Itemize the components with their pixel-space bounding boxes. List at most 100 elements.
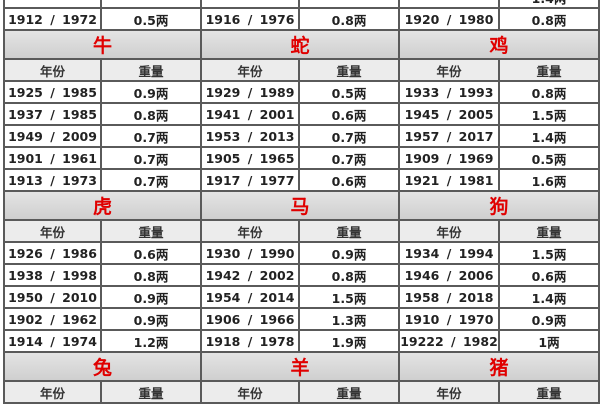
weight-header: 重量 (298, 58, 400, 82)
year-cell: 1934 / 1994 (398, 241, 500, 265)
year-cell: 1926 / 1986 (3, 241, 102, 265)
zodiac-name: 牛 (3, 29, 202, 60)
weight-cell: 0.9两 (298, 241, 400, 265)
weight-cell: 1.9两 (298, 329, 400, 353)
year-cell: 1950 / 2010 (3, 285, 102, 309)
weight-cell: 1.5两 (498, 102, 600, 126)
year-header: 年份 (398, 219, 500, 243)
year-header: 年份 (200, 219, 300, 243)
weight-cell: 1.6两 (498, 168, 600, 192)
weight-cell: 0.7两 (298, 146, 400, 170)
year-cell: 1917 / 1977 (200, 168, 300, 192)
zodiac-header-row: 虎马狗 (3, 190, 600, 221)
weight-cell: 0.7两 (298, 124, 400, 148)
zodiac-name: 猪 (398, 351, 600, 382)
table-cell (398, 0, 500, 9)
weight-cell: 1.5两 (298, 285, 400, 309)
year-header: 年份 (398, 58, 500, 82)
year-cell: 1937 / 1985 (3, 102, 102, 126)
weight-cell: 0.5两 (100, 7, 202, 31)
weight-header: 重量 (100, 219, 202, 243)
weight-cell: 1两 (498, 329, 600, 353)
year-cell: 1941 / 2001 (200, 102, 300, 126)
year-cell: 1925 / 1985 (3, 80, 102, 104)
table-row: 1901 / 1961 0.7两 1905 / 1965 0.7两 1909 / 196… (3, 146, 600, 170)
weight-cell: 0.6两 (298, 102, 400, 126)
table-row: 1938 / 1998 0.8两 1942 / 2002 0.8两 1946 / 200… (3, 263, 600, 287)
table-row: 1937 / 1985 0.8两 1941 / 2001 0.6两 1945 / 200… (3, 102, 600, 126)
year-cell: 1933 / 1993 (398, 80, 500, 104)
weight-cell: 0.9两 (498, 307, 600, 331)
weight-cell: 0.6两 (100, 241, 202, 265)
weight-cell: 1.4两 (498, 285, 600, 309)
year-cell: 1942 / 2002 (200, 263, 300, 287)
zodiac-name: 马 (200, 190, 400, 221)
weight-cell: 0.5两 (498, 146, 600, 170)
year-cell: 1945 / 2005 (398, 102, 500, 126)
table-cell (200, 0, 300, 9)
weight-cell: 1.3两 (298, 307, 400, 331)
weight-cell: 0.7两 (100, 146, 202, 170)
table-row: 1926 / 1986 0.6两 1930 / 1990 0.9两 1934 / 199… (3, 241, 600, 265)
weight-cell: 0.9两 (100, 307, 202, 331)
year-cell: 1913 / 1973 (3, 168, 102, 192)
zodiac-name: 蛇 (200, 29, 400, 60)
year-cell: 1953 / 2013 (200, 124, 300, 148)
year-cell: 1916 / 1976 (200, 7, 300, 31)
weight-header: 重量 (298, 219, 400, 243)
weight-cell: 0.5两 (298, 80, 400, 104)
table-row: 1914 / 1974 1.2两 1918 / 1978 1.9两 19222 / 19… (3, 329, 600, 353)
year-cell: 1930 / 1990 (200, 241, 300, 265)
zodiac-name: 羊 (200, 351, 400, 382)
weight-cell: 0.6两 (298, 168, 400, 192)
table-row: 1912 / 1972 0.5两 1916 / 1976 0.8两 1920 / 198… (3, 7, 600, 31)
weight-cell: 0.8两 (100, 102, 202, 126)
table-row: 1949 / 2009 0.7两 1953 / 2013 0.7两 1957 / 201… (3, 124, 600, 148)
year-cell: 1912 / 1972 (3, 7, 102, 31)
year-cell: 1909 / 1969 (398, 146, 500, 170)
weight-header: 重量 (498, 219, 600, 243)
zodiac-header-row: 兔羊猪 (3, 351, 600, 382)
weight-cell: 0.8两 (498, 80, 600, 104)
year-cell: 1914 / 1974 (3, 329, 102, 353)
year-cell: 1921 / 1981 (398, 168, 500, 192)
zodiac-name: 狗 (398, 190, 600, 221)
year-cell: 1958 / 2018 (398, 285, 500, 309)
year-cell: 1902 / 1962 (3, 307, 102, 331)
year-header: 年份 (200, 58, 300, 82)
year-header: 年份 (3, 58, 102, 82)
year-cell: 1901 / 1961 (3, 146, 102, 170)
weight-cell: 0.7两 (100, 124, 202, 148)
table-row: 1913 / 1973 0.7两 1917 / 1977 0.6两 1921 / 198… (3, 168, 600, 192)
year-cell: 1954 / 2014 (200, 285, 300, 309)
table-cell (3, 0, 102, 9)
weight-cell: 0.9两 (100, 80, 202, 104)
year-cell: 1946 / 2006 (398, 263, 500, 287)
weight-cell: 0.8两 (100, 263, 202, 287)
weight-cell: 0.8两 (498, 7, 600, 31)
year-cell: 1949 / 2009 (3, 124, 102, 148)
year-cell: 19222 / 1982 (398, 329, 500, 353)
zodiac-name: 兔 (3, 351, 202, 382)
weight-cell: 0.7两 (100, 168, 202, 192)
year-cell: 1938 / 1998 (3, 263, 102, 287)
weight-cell: 0.8两 (298, 7, 400, 31)
table-cell (298, 0, 400, 9)
year-cell: 1905 / 1965 (200, 146, 300, 170)
year-cell: 1957 / 2017 (398, 124, 500, 148)
zodiac-name: 虎 (3, 190, 202, 221)
table-row-partial: 1.4两 (3, 0, 600, 9)
column-header-row: 年份 重量 年份 重量 年份 重量 (3, 219, 600, 243)
weight-cell: 1.4两 (498, 124, 600, 148)
year-cell: 1918 / 1978 (200, 329, 300, 353)
zodiac-name: 鸡 (398, 29, 600, 60)
weight-cell: 1.2两 (100, 329, 202, 353)
year-cell: 1929 / 1989 (200, 80, 300, 104)
year-header: 年份 (3, 219, 102, 243)
weight-header: 重量 (100, 58, 202, 82)
weight-header: 重量 (498, 58, 600, 82)
year-cell: 1906 / 1966 (200, 307, 300, 331)
table-row: 1925 / 1985 0.9两 1929 / 1989 0.5两 1933 / 199… (3, 80, 600, 104)
column-header-row: 年份 重量 年份 重量 年份 重量 (3, 58, 600, 82)
